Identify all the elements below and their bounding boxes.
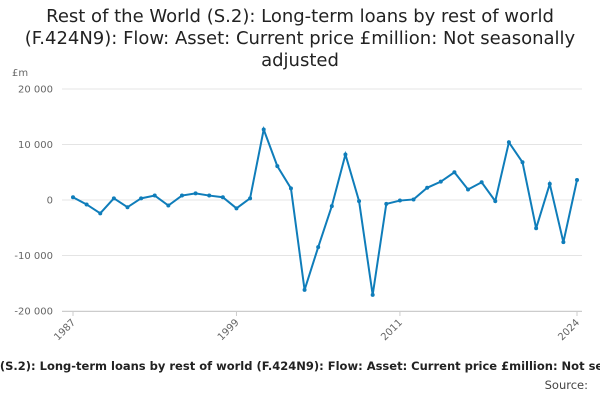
point	[125, 205, 130, 210]
point	[343, 152, 348, 157]
y-tick-label: -20 000	[14, 307, 53, 318]
point	[152, 193, 157, 198]
point	[275, 164, 280, 169]
point	[357, 199, 362, 204]
point	[71, 195, 75, 200]
point	[261, 127, 266, 132]
point	[179, 193, 184, 198]
point	[384, 201, 389, 206]
point	[139, 196, 144, 201]
point	[302, 287, 307, 292]
point	[84, 202, 89, 207]
point	[207, 193, 212, 198]
point	[493, 199, 498, 204]
point	[479, 180, 484, 185]
point	[520, 160, 525, 165]
point	[561, 240, 566, 245]
point	[329, 204, 334, 209]
line	[72, 125, 578, 296]
point	[220, 195, 225, 200]
x-tick-label: 1999	[216, 317, 242, 343]
point	[452, 170, 457, 175]
point	[193, 191, 198, 196]
y-unit: £m	[12, 68, 28, 79]
point	[98, 211, 103, 216]
point	[506, 140, 511, 145]
point	[248, 196, 253, 201]
point	[111, 196, 116, 201]
y-tick-label: 20 000	[18, 85, 53, 96]
point	[370, 292, 375, 297]
point	[575, 178, 579, 183]
point	[438, 179, 443, 184]
point	[547, 181, 552, 186]
x-tick-label: 2024	[556, 317, 582, 343]
chart-title: Rest of the World (S.2): Long-term loans…	[24, 6, 576, 71]
point	[425, 185, 430, 190]
point	[411, 197, 416, 202]
y-tick-label: 0	[47, 196, 53, 207]
point	[466, 187, 471, 192]
x-tick-label: 1987	[52, 317, 78, 343]
point	[534, 226, 539, 231]
y-tick-label: 10 000	[18, 140, 53, 151]
point	[288, 186, 293, 191]
x-tick-label: 2011	[379, 317, 405, 343]
y-tick-label: -10 000	[14, 251, 53, 262]
footer-source: Source:	[545, 378, 588, 392]
point	[166, 203, 171, 208]
footer-title: Rest of the World (S.2): Long-term loans…	[0, 359, 600, 373]
point	[234, 206, 239, 211]
point	[316, 245, 321, 250]
point	[397, 198, 402, 203]
